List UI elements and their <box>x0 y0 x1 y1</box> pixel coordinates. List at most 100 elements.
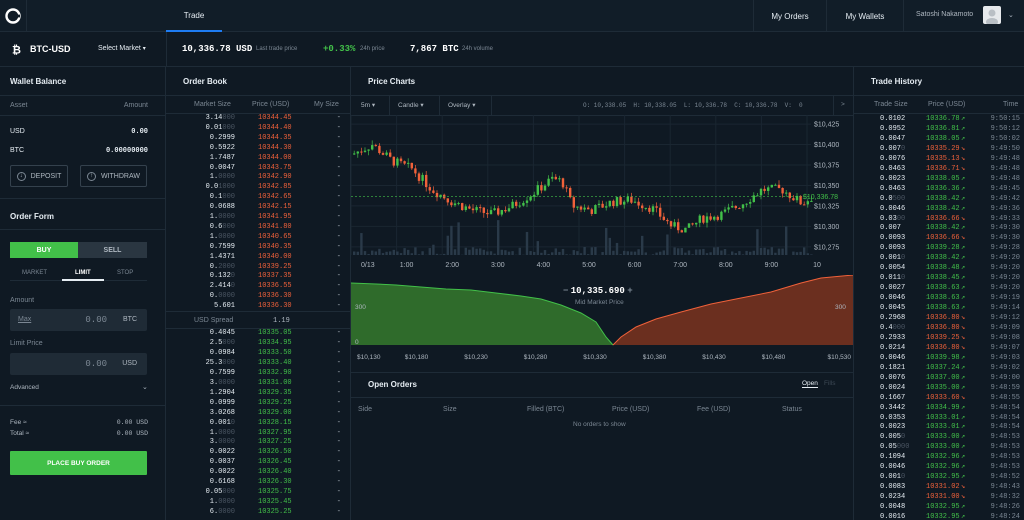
bid-row[interactable]: 0.6168 10326.30 - <box>166 477 350 487</box>
volume: 7,867 BTC <box>410 44 459 54</box>
bid-row[interactable]: 3.0000 10327.25 - <box>166 437 350 447</box>
bid-row[interactable]: 6.0000 10325.25 - <box>166 507 350 517</box>
ask-row[interactable]: 3.14000 10344.45 - <box>166 113 350 123</box>
tab-trade[interactable]: Trade <box>166 0 222 32</box>
bid-row[interactable]: 0.0984 10333.50 - <box>166 348 350 358</box>
ask-row[interactable]: 0.1320 10337.35 - <box>166 271 350 281</box>
chart-grid <box>351 115 811 255</box>
ask-row[interactable]: 1.4371 10340.00 - <box>166 252 350 262</box>
bid-row[interactable]: 0.0999 10329.25 - <box>166 398 350 408</box>
deposit-icon: ↓ <box>16 171 26 181</box>
avatar-icon <box>986 9 998 24</box>
tab-my-orders[interactable]: My Orders <box>771 11 809 21</box>
fee-value: 0.00 USD <box>116 419 148 426</box>
ask-row[interactable]: 0.0000 10336.30 - <box>166 291 350 301</box>
bid-row[interactable]: 3.0268 10329.00 - <box>166 408 350 418</box>
interval-select[interactable]: 5m ▾ <box>361 101 375 109</box>
coinbase-logo[interactable] <box>0 0 26 32</box>
bid-row[interactable]: 0.0022 10326.50 - <box>166 447 350 457</box>
bid-row[interactable]: 0.4045 10335.05 - <box>166 328 350 338</box>
ask-row[interactable]: 1.0000 10342.90 - <box>166 172 350 182</box>
advanced-chevron-icon[interactable]: ⌄ <box>142 384 148 391</box>
chart-style-chevron-icon: ▾ <box>420 102 424 109</box>
avatar[interactable] <box>983 6 1001 24</box>
advanced-toggle[interactable]: Advanced <box>10 384 39 391</box>
ask-row[interactable]: 0.01000 10342.85 - <box>166 182 350 192</box>
trade-price: 10336.66 <box>926 214 960 223</box>
order-size: 1.4371 <box>209 252 235 261</box>
trade-price: 10338.63 <box>926 304 960 313</box>
current-price-label: $10,336.78 <box>803 194 838 201</box>
trade-time: 9:48:53 <box>990 463 1020 472</box>
bid-row[interactable]: 1.0000 10327.95 - <box>166 428 350 438</box>
order-price: 10342.90 <box>258 173 292 182</box>
trade-size: 0.0234 <box>880 493 906 502</box>
ask-row[interactable]: 1.7487 10344.00 - <box>166 153 350 163</box>
deposit-button[interactable]: ↓ DEPOSIT <box>10 165 68 187</box>
ask-row[interactable]: 0.0047 10343.75 - <box>166 163 350 173</box>
ask-row[interactable]: 0.2999 10344.35 - <box>166 133 350 143</box>
bid-row[interactable]: 1.0000 10325.45 - <box>166 497 350 507</box>
zoom-out-button[interactable]: − <box>563 285 569 295</box>
ask-row[interactable]: 0.1000 10342.65 - <box>166 192 350 202</box>
trade-time: 9:50:12 <box>990 124 1020 133</box>
chart-style-select[interactable]: Candle ▾ <box>398 101 424 109</box>
tab-open[interactable]: Open <box>802 380 818 388</box>
ask-row[interactable]: 0.0688 10342.15 - <box>166 202 350 212</box>
order-price: 10344.45 <box>258 114 292 122</box>
ask-row[interactable]: 0.01000 10344.40 - <box>166 123 350 133</box>
tab-fills[interactable]: Fills <box>824 380 836 387</box>
ask-row[interactable]: 5.601 10336.30 - <box>166 301 350 311</box>
depth-chart[interactable]: 300 300 0 $10,130 $10,180 $10,230 $10,280 $10,3… <box>351 275 853 372</box>
order-form-title: Order Form <box>10 212 55 221</box>
user-menu-chevron-icon[interactable]: ⌄ <box>1008 12 1014 19</box>
ask-row[interactable]: 0.7599 10340.35 - <box>166 242 350 252</box>
tab-market-order[interactable]: MARKET <box>22 270 48 276</box>
bitcoin-icon: ₿ <box>12 45 21 56</box>
limit-price-input[interactable]: 0.00 USD <box>10 353 147 375</box>
sell-toggle[interactable]: SELL <box>78 242 147 258</box>
bid-row[interactable]: 2.5000 10334.95 - <box>166 338 350 348</box>
select-market-button[interactable]: Select Market ▾ <box>98 45 146 52</box>
order-price: 10326.45 <box>258 458 292 467</box>
ask-row[interactable]: 0.5922 10344.30 - <box>166 143 350 153</box>
order-size: 0.0999 <box>209 398 235 407</box>
tab-my-wallets[interactable]: My Wallets <box>845 11 885 21</box>
trade-time: 9:49:42 <box>990 194 1020 203</box>
bid-row[interactable]: 0.0037 10326.45 - <box>166 457 350 467</box>
buy-toggle[interactable]: BUY <box>10 242 78 258</box>
order-price: 10344.35 <box>258 133 292 142</box>
ask-row[interactable]: 0.6000 10341.80 - <box>166 222 350 232</box>
overlay-select[interactable]: Overlay ▾ <box>448 101 475 109</box>
withdraw-button[interactable]: ↑ WITHDRAW <box>80 165 147 187</box>
bid-row[interactable]: 25.3000 10333.40 - <box>166 358 350 368</box>
bid-row[interactable]: 3.0000 10331.00 - <box>166 378 350 388</box>
tab-stop-order[interactable]: STOP <box>117 270 134 276</box>
depth-y-left: 300 <box>355 304 366 311</box>
my-size: - <box>336 232 341 241</box>
ask-row[interactable]: 1.0000 10341.95 - <box>166 212 350 222</box>
x-tick-label: 3:00 <box>491 262 505 269</box>
trade-size: 0.1094 <box>880 453 906 462</box>
total-value: 0.00 USD <box>116 430 148 437</box>
bid-row[interactable]: 0.0010 10328.15 - <box>166 418 350 428</box>
place-buy-order-button[interactable]: PLACE BUY ORDER <box>10 451 147 475</box>
bid-row[interactable]: 0.7599 10332.90 - <box>166 368 350 378</box>
trade-size: 0.0076 <box>880 154 906 163</box>
user-name[interactable]: Satoshi Nakamoto <box>916 11 974 18</box>
zoom-in-button[interactable]: + <box>627 285 633 295</box>
chart-next-button[interactable]: > <box>841 101 845 108</box>
bid-row[interactable]: 1.2904 10329.35 - <box>166 388 350 398</box>
amount-input[interactable]: Max 0.00 BTC <box>10 309 147 331</box>
order-size: 2.5000 <box>209 338 235 347</box>
max-link[interactable]: Max <box>18 316 32 323</box>
candlestick-chart[interactable]: $10,425 $10,400 $10,375 $10,350 $10,325 $10,3… <box>351 115 853 275</box>
x-tick-label: 0/13 <box>361 262 375 269</box>
tab-limit-order[interactable]: LIMIT <box>75 270 91 276</box>
x-tick-label: 6:00 <box>628 262 642 269</box>
ask-row[interactable]: 0.2000 10339.25 - <box>166 262 350 272</box>
ask-row[interactable]: 2.4140 10336.55 - <box>166 281 350 291</box>
bid-row[interactable]: 0.0022 10326.40 - <box>166 467 350 477</box>
bid-row[interactable]: 0.05000 10325.75 - <box>166 487 350 497</box>
ask-row[interactable]: 1.0000 10340.65 - <box>166 232 350 242</box>
